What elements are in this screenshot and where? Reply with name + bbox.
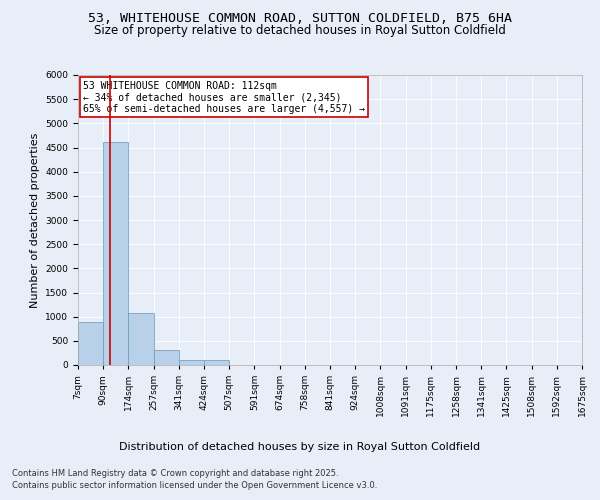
Bar (128, 313, 154, 365)
Bar (78, 322, 103, 365)
Bar (179, 360, 204, 365)
Y-axis label: Number of detached properties: Number of detached properties (30, 132, 40, 308)
Bar (204, 360, 229, 365)
Bar (154, 350, 179, 365)
Text: 53, WHITEHOUSE COMMON ROAD, SUTTON COLDFIELD, B75 6HA: 53, WHITEHOUSE COMMON ROAD, SUTTON COLDF… (88, 12, 512, 26)
Text: Distribution of detached houses by size in Royal Sutton Coldfield: Distribution of detached houses by size … (119, 442, 481, 452)
Bar (103, 142, 128, 365)
Text: Contains public sector information licensed under the Open Government Licence v3: Contains public sector information licen… (12, 481, 377, 490)
Text: 53 WHITEHOUSE COMMON ROAD: 112sqm
← 34% of detached houses are smaller (2,345)
6: 53 WHITEHOUSE COMMON ROAD: 112sqm ← 34% … (83, 81, 365, 114)
Text: Contains HM Land Registry data © Crown copyright and database right 2025.: Contains HM Land Registry data © Crown c… (12, 468, 338, 477)
Text: Size of property relative to detached houses in Royal Sutton Coldfield: Size of property relative to detached ho… (94, 24, 506, 37)
